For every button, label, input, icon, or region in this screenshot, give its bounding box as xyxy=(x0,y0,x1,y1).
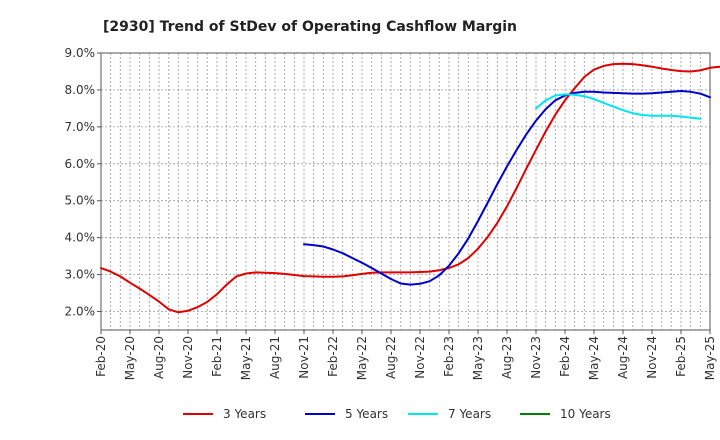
x-tick-label: May-25 xyxy=(703,336,717,380)
legend-label-2: 5 Years xyxy=(345,407,388,421)
x-tick-label: Nov-23 xyxy=(529,336,543,379)
x-tick-label: Nov-20 xyxy=(181,336,195,379)
x-tick-label: Nov-22 xyxy=(413,336,427,379)
y-tick-label: 2.0% xyxy=(65,305,96,319)
legend-label-1: 3 Years xyxy=(223,407,266,421)
x-tick-label: May-20 xyxy=(123,336,137,380)
chart-title: [2930] Trend of StDev of Operating Cashf… xyxy=(103,19,517,35)
x-tick-label: May-21 xyxy=(239,336,253,380)
x-tick-label: May-23 xyxy=(471,336,485,380)
x-tick-label: Feb-24 xyxy=(558,336,572,377)
plot-frame xyxy=(100,52,711,331)
y-tick-label: 8.0% xyxy=(65,83,96,97)
y-tick-label: 3.0% xyxy=(65,268,96,282)
grid xyxy=(101,53,710,330)
x-tick-label: Aug-24 xyxy=(616,336,630,379)
x-tick-label: Feb-22 xyxy=(326,336,340,377)
y-tick-label: 7.0% xyxy=(65,120,96,134)
x-tick-label: Feb-23 xyxy=(442,336,456,377)
series-line-2 xyxy=(303,90,711,286)
x-axis-ticks: Feb-20 May-20 Aug-20 Nov-20 Feb-21 May-21 Aug-… xyxy=(94,330,717,380)
x-tick-label: May-22 xyxy=(355,336,369,380)
x-tick-label: Aug-21 xyxy=(268,336,282,379)
legend-label-3: 7 Years xyxy=(448,407,491,421)
x-tick-label: May-24 xyxy=(587,336,601,380)
x-tick-label: Nov-21 xyxy=(297,336,311,379)
x-tick-label: Aug-22 xyxy=(384,336,398,379)
legend-label-4: 10 Years xyxy=(560,407,611,421)
series-line-1 xyxy=(100,62,720,314)
x-tick-label: Feb-21 xyxy=(210,336,224,377)
series-line-3 xyxy=(535,93,702,120)
legend: 3 Years 5 Years 7 Years 10 Years xyxy=(183,407,611,421)
y-tick-label: 9.0% xyxy=(65,46,96,60)
x-tick-label: Aug-20 xyxy=(152,336,166,379)
y-axis-ticks: 2.0% 3.0% 4.0% 5.0% 6.0% 7.0% 8.0% 9.0% xyxy=(65,46,101,319)
x-tick-label: Aug-23 xyxy=(500,336,514,379)
x-tick-label: Feb-25 xyxy=(674,336,688,377)
y-tick-label: 5.0% xyxy=(65,194,96,208)
series-lines xyxy=(100,62,720,314)
y-tick-label: 6.0% xyxy=(65,157,96,171)
x-tick-label: Nov-24 xyxy=(645,336,659,379)
y-tick-label: 4.0% xyxy=(65,231,96,245)
x-tick-label: Feb-20 xyxy=(94,336,108,377)
